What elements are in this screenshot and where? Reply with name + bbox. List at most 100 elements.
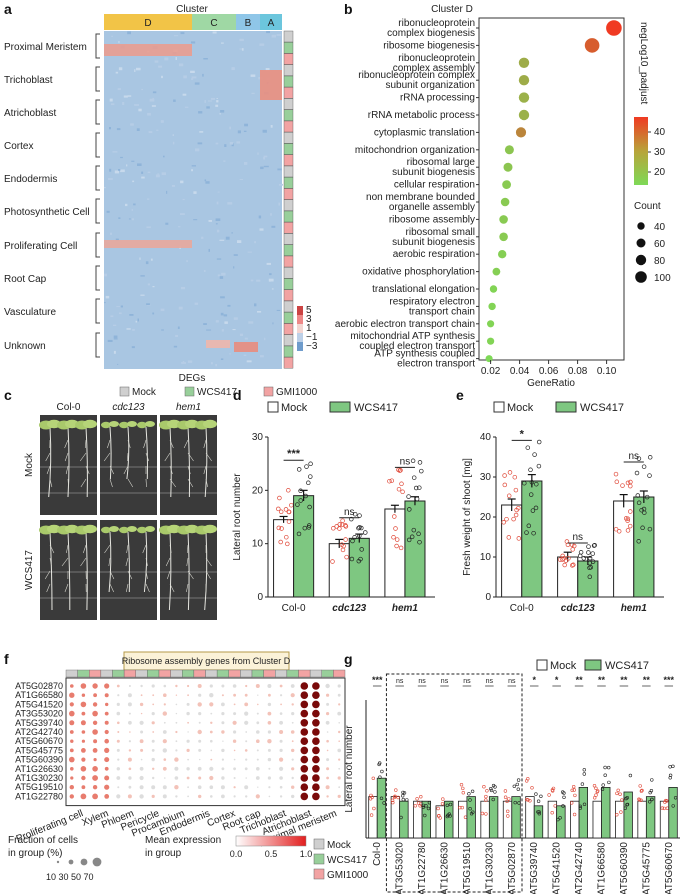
- expression-dot: [267, 748, 271, 752]
- heatmap-cell: [117, 363, 119, 365]
- fraction-legend: 10 30 50 70: [46, 857, 102, 882]
- expression-dot: [175, 712, 178, 715]
- leaf: [127, 526, 137, 532]
- go-term-label: mitochondrion organization: [355, 145, 475, 156]
- x-tick-label: 0.10: [597, 366, 617, 377]
- data-point: [286, 488, 291, 493]
- go-term-point: [518, 92, 530, 103]
- data-point: [396, 795, 400, 800]
- significance-label: ns: [508, 678, 516, 685]
- heatmap-cell: [236, 141, 241, 144]
- expression-dot: [291, 740, 294, 743]
- expression-dot: [187, 795, 190, 798]
- row-bracket: [95, 265, 100, 291]
- data-point: [623, 516, 629, 521]
- data-point: [550, 810, 554, 815]
- condition-cell: [216, 669, 229, 678]
- expression-dot: [290, 684, 295, 688]
- count-legend: 40 60 80 100: [635, 222, 671, 284]
- heatmap-cell: [256, 279, 261, 282]
- heatmap-cell: [127, 31, 131, 35]
- go-term-point: [515, 127, 527, 138]
- heatmap-cell: [237, 240, 242, 243]
- go-term-point: [485, 355, 493, 363]
- y-axis-label: Fresh weight of shoot [mg]: [462, 458, 473, 576]
- expression-dot: [81, 739, 85, 743]
- data-point: [352, 535, 357, 540]
- heatmap-cell: [215, 104, 219, 107]
- data-point: [616, 529, 622, 534]
- data-point: [331, 526, 336, 531]
- gene-label: AT5G02870: [15, 681, 63, 691]
- data-point: [380, 769, 384, 774]
- expression-dot: [326, 712, 330, 716]
- data-point: [356, 525, 361, 531]
- condition-cell: [283, 323, 294, 335]
- expression-dot: [267, 776, 271, 780]
- count-legend-label: 100: [654, 273, 671, 284]
- colorbar-tick-label: 30: [654, 147, 666, 158]
- significance-label: ns: [463, 678, 471, 685]
- go-term-point: [502, 180, 511, 190]
- heatmap-cell: [154, 60, 159, 63]
- heatmap-cell: [216, 201, 219, 205]
- bar-wcs417: [511, 796, 521, 839]
- expression-dot: [210, 739, 213, 743]
- expression-dot: [128, 785, 132, 789]
- data-point: [536, 439, 542, 445]
- data-point: [620, 798, 624, 802]
- expression-dot: [69, 702, 74, 707]
- heatmap-cell: [239, 333, 243, 336]
- data-point: [644, 494, 650, 500]
- bar-wcs417: [578, 787, 588, 839]
- row-label: Atrichoblast: [4, 108, 56, 119]
- leaf: [127, 421, 137, 427]
- heatmap-cell: [115, 71, 119, 74]
- condition-cell: [283, 278, 294, 290]
- lateral-root: [80, 478, 87, 488]
- expression-dot: [338, 722, 341, 724]
- significance-label: ns: [572, 532, 583, 543]
- legend-swatch: [313, 868, 325, 880]
- heatmap-cell: [216, 98, 218, 99]
- heatmap-cell: [186, 260, 188, 263]
- heatmap-cell: [131, 208, 133, 211]
- data-point: [625, 795, 629, 800]
- data-point: [528, 492, 534, 497]
- data-point: [308, 474, 313, 479]
- condition-cell: [283, 165, 294, 178]
- heatmap-cell: [110, 232, 112, 235]
- expression-dot: [291, 758, 294, 761]
- heatmap-cell: [175, 334, 178, 337]
- expression-dot: [151, 739, 155, 743]
- expression-dot: [268, 693, 271, 697]
- condition-cell: [89, 669, 102, 678]
- data-point: [512, 474, 518, 480]
- expression-dot: [162, 711, 167, 716]
- data-point: [503, 795, 508, 799]
- heatmap-cell: [133, 203, 136, 206]
- heatmap-cell: [105, 295, 110, 299]
- data-point: [400, 489, 405, 495]
- heatmap-cell: [165, 222, 169, 225]
- data-point: [340, 518, 345, 523]
- seedling-photos: Col-0 cdc123 hem1 Mock WCS417: [24, 402, 217, 620]
- data-point: [506, 809, 510, 813]
- expression-dot: [69, 710, 75, 717]
- heatmap-cell: [212, 31, 217, 34]
- data-point: [607, 780, 611, 785]
- expression-dot: [93, 758, 97, 762]
- expression-dot: [221, 712, 225, 716]
- x-tick-label: 0.04: [510, 366, 530, 377]
- data-point: [571, 562, 576, 568]
- expression-dot: [104, 747, 110, 754]
- genotype-label: cdc123: [112, 402, 145, 413]
- lateral-root: [104, 544, 111, 554]
- heatmap-cell: [248, 321, 254, 324]
- expression-dot: [92, 766, 98, 772]
- data-point: [278, 509, 284, 515]
- data-point: [306, 523, 312, 528]
- heatmap-cell: [276, 309, 281, 311]
- significance-label: **: [620, 675, 628, 685]
- condition-side-bar: [283, 30, 294, 369]
